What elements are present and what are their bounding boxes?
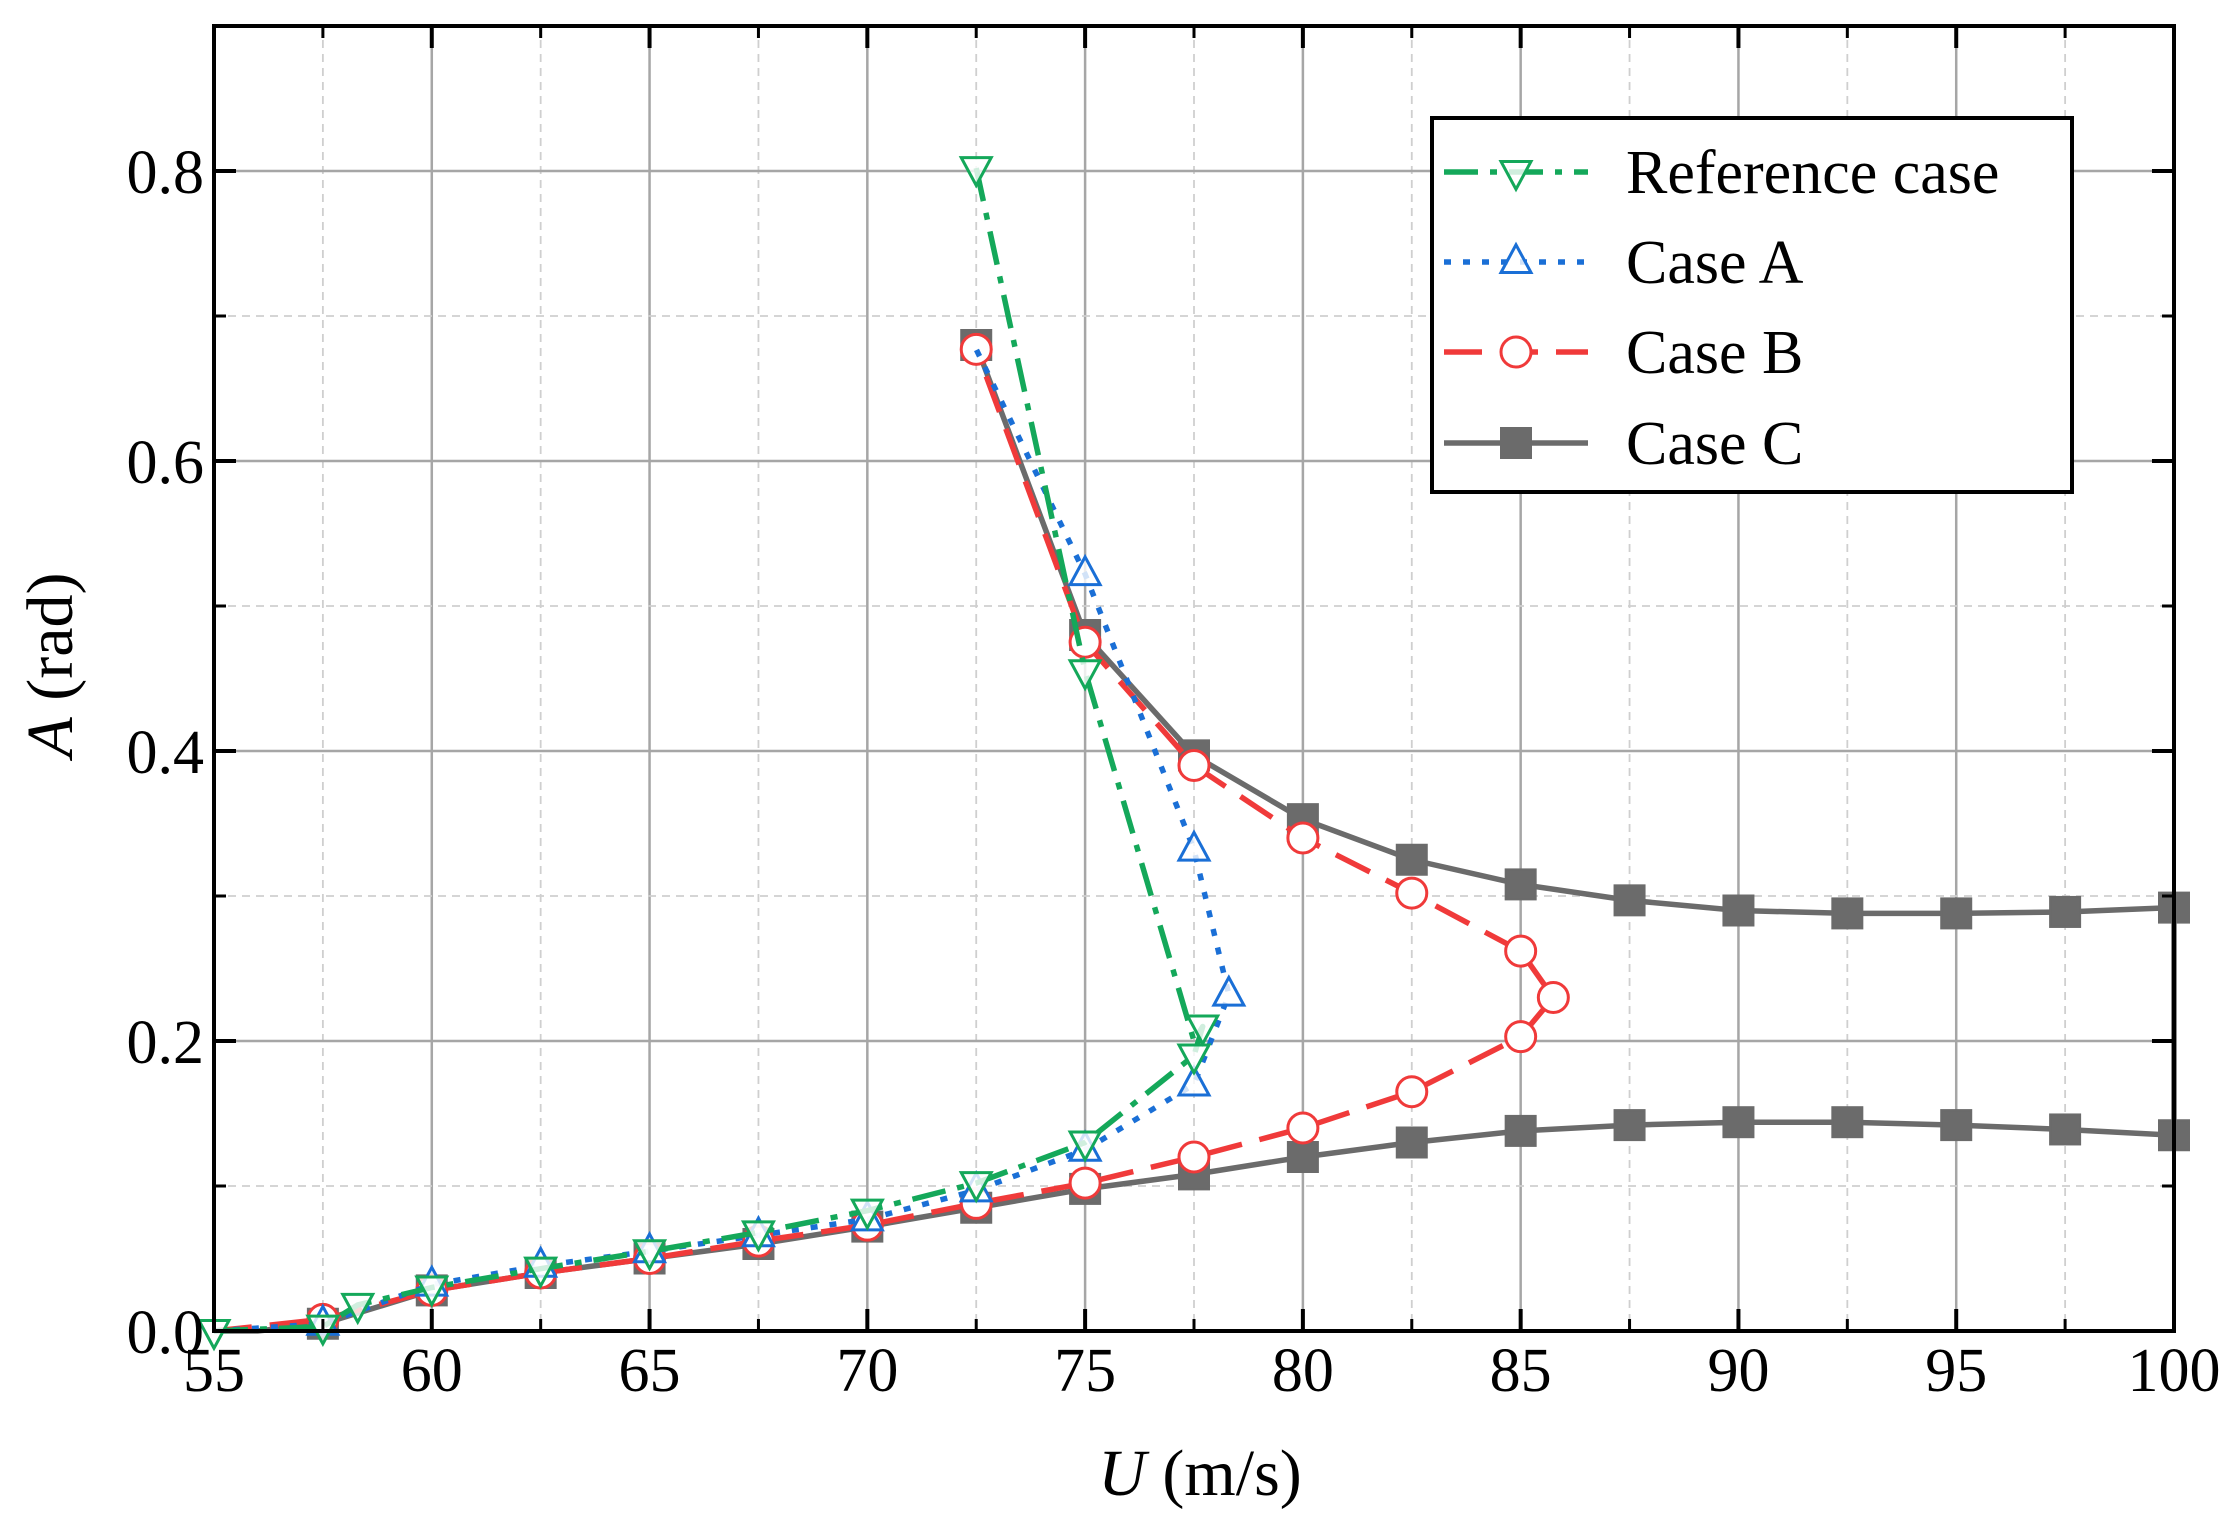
marker-case-a-11 — [1070, 557, 1100, 585]
legend: Reference case Case A Case B Case C — [1432, 118, 2072, 492]
marker-case-c-16 — [2050, 1114, 2080, 1144]
y-tick-label-0.2: 0.2 — [127, 1009, 205, 1077]
x-axis-title-symbol: U — [1098, 1437, 1150, 1510]
marker-case-c-25 — [1397, 845, 1427, 875]
marker-case-c-15 — [1941, 1110, 1971, 1140]
marker-case-b-13 — [1506, 936, 1536, 966]
marker-case-b-16 — [1179, 751, 1209, 781]
marker-case-b-7 — [1070, 1168, 1100, 1198]
series-reference-case — [199, 158, 1218, 1349]
x-axis-title-unit: (m/s) — [1146, 1437, 1302, 1510]
marker-case-b-12 — [1538, 983, 1568, 1013]
legend-label-case-a: Case A — [1626, 229, 1804, 297]
marker-case-b-18 — [961, 334, 991, 364]
y-tick-label-0: 0.0 — [127, 1299, 205, 1367]
y-axis-title: A (rad) — [14, 572, 87, 761]
x-tick-label-65: 65 — [619, 1337, 681, 1405]
marker-case-b-8 — [1179, 1142, 1209, 1172]
marker-case-a-10 — [1179, 832, 1209, 860]
marker-case-b-10 — [1397, 1077, 1427, 1107]
legend-marker-case-b — [1501, 337, 1531, 367]
marker-case-c-19 — [2050, 897, 2080, 927]
y-tick-label-0.8: 0.8 — [127, 139, 205, 207]
y-tick-label-0.4: 0.4 — [127, 719, 205, 787]
marker-case-c-13 — [1723, 1107, 1753, 1137]
y-tick-label-0.6: 0.6 — [127, 429, 205, 497]
marker-case-c-21 — [1832, 898, 1862, 928]
marker-reference-case-12 — [1070, 661, 1100, 689]
marker-case-c-11 — [1506, 1116, 1536, 1146]
x-tick-label-60: 60 — [401, 1337, 463, 1405]
x-tick-label-75: 75 — [1054, 1337, 1116, 1405]
marker-case-c-23 — [1615, 885, 1645, 915]
x-tick-label-85: 85 — [1490, 1337, 1552, 1405]
marker-case-c-9 — [1288, 1142, 1318, 1172]
y-axis-title-unit: (rad) — [14, 572, 87, 717]
marker-case-c-12 — [1615, 1110, 1645, 1140]
marker-case-b-11 — [1506, 1022, 1536, 1052]
x-tick-label-95: 95 — [1925, 1337, 1987, 1405]
x-tick-label-100: 100 — [2128, 1337, 2220, 1405]
marker-case-a-9 — [1214, 977, 1244, 1005]
marker-case-c-20 — [1941, 898, 1971, 928]
legend-label-case-b: Case B — [1626, 319, 1803, 387]
marker-case-c-22 — [1723, 896, 1753, 926]
legend-label-reference-case: Reference case — [1626, 139, 1999, 207]
x-axis-title: U (m/s) — [1098, 1437, 1302, 1510]
x-tick-label-90: 90 — [1707, 1337, 1769, 1405]
marker-case-b-15 — [1288, 823, 1318, 853]
marker-case-c-10 — [1397, 1128, 1427, 1158]
legend-label-case-c: Case C — [1626, 410, 1803, 478]
marker-case-b-9 — [1288, 1113, 1318, 1143]
y-axis-title-symbol: A — [14, 717, 87, 762]
marker-case-b-14 — [1397, 878, 1427, 908]
series-line-reference-case — [214, 168, 1203, 1331]
x-tick-label-80: 80 — [1272, 1337, 1334, 1405]
series-case-b — [214, 334, 1568, 1334]
x-tick-label-70: 70 — [836, 1337, 898, 1405]
marker-case-c-24 — [1506, 869, 1536, 899]
legend-marker-case-c — [1501, 428, 1531, 458]
marker-case-c-14 — [1832, 1107, 1862, 1137]
